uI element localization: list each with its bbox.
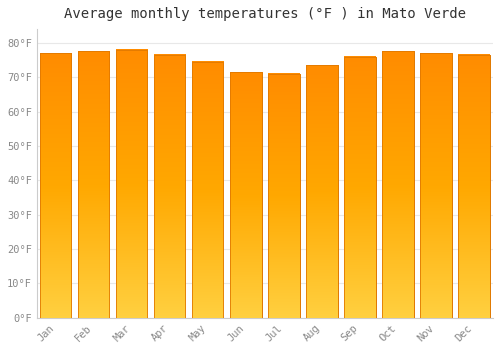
Bar <box>382 51 414 318</box>
Bar <box>116 50 148 318</box>
Bar <box>116 50 148 318</box>
Bar <box>230 72 262 318</box>
Bar <box>382 51 414 318</box>
Bar <box>344 57 376 318</box>
Bar <box>458 55 490 318</box>
Bar <box>420 53 452 318</box>
Bar <box>458 55 490 318</box>
Bar <box>40 53 72 318</box>
Bar <box>154 55 186 318</box>
Bar <box>78 51 110 318</box>
Bar <box>306 65 338 318</box>
Bar <box>78 51 110 318</box>
Title: Average monthly temperatures (°F ) in Mato Verde: Average monthly temperatures (°F ) in Ma… <box>64 7 466 21</box>
Bar <box>40 53 72 318</box>
Bar <box>306 65 338 318</box>
Bar <box>268 74 300 318</box>
Bar <box>344 57 376 318</box>
Bar <box>192 62 224 318</box>
Bar <box>230 72 262 318</box>
Bar <box>192 62 224 318</box>
Bar <box>154 55 186 318</box>
Bar <box>420 53 452 318</box>
Bar <box>268 74 300 318</box>
